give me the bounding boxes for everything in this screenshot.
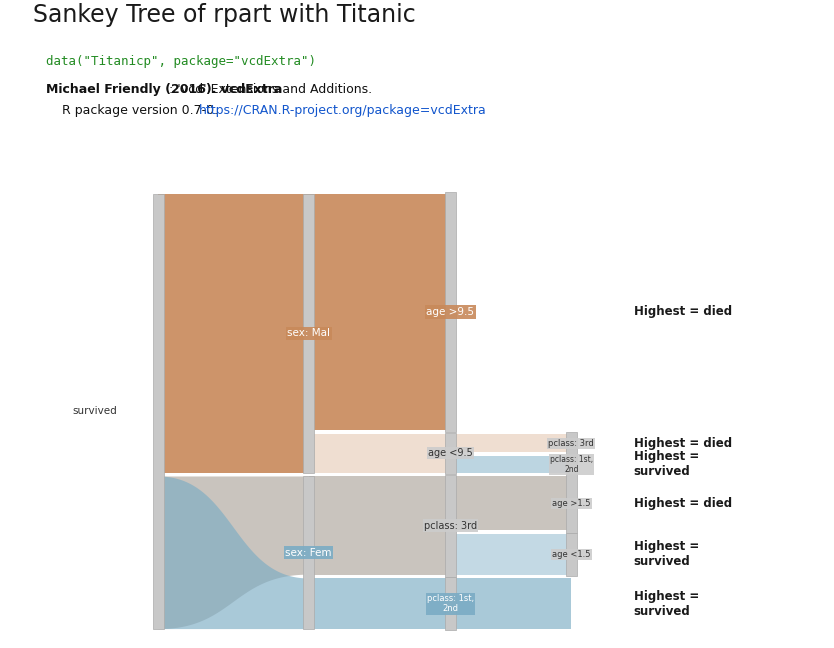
- Bar: [304, 194, 314, 472]
- Polygon shape: [450, 579, 571, 629]
- Text: Michael Friendly (2016). vcdExtra: Michael Friendly (2016). vcdExtra: [46, 83, 282, 96]
- Bar: [566, 456, 577, 474]
- Text: data("Titanicp", package="vcdExtra"): data("Titanicp", package="vcdExtra"): [46, 55, 316, 68]
- Text: pclass: 1st,
2nd: pclass: 1st, 2nd: [427, 594, 474, 614]
- Text: sex: Fem: sex: Fem: [285, 548, 332, 558]
- Bar: [304, 476, 314, 629]
- Bar: [566, 432, 577, 454]
- Text: Highest =
survived: Highest = survived: [634, 540, 699, 568]
- Polygon shape: [450, 534, 571, 575]
- Bar: [445, 474, 455, 577]
- Polygon shape: [309, 476, 450, 575]
- Text: Highest = died: Highest = died: [634, 305, 732, 318]
- Text: survived: survived: [72, 406, 117, 417]
- Polygon shape: [158, 476, 309, 629]
- Bar: [566, 533, 577, 575]
- Text: sex: Mal: sex: Mal: [287, 329, 330, 338]
- Text: Highest =
survived: Highest = survived: [634, 450, 699, 478]
- Bar: [153, 194, 163, 629]
- Text: pclass: 3rd: pclass: 3rd: [549, 439, 594, 448]
- Polygon shape: [158, 476, 309, 629]
- Polygon shape: [450, 456, 571, 472]
- Text: age >1.5: age >1.5: [552, 499, 590, 507]
- Polygon shape: [309, 579, 450, 629]
- Text: Highest =
survived: Highest = survived: [634, 590, 699, 618]
- Text: age <9.5: age <9.5: [428, 448, 473, 458]
- Bar: [445, 192, 455, 432]
- Bar: [445, 433, 455, 474]
- Text: Highest = died: Highest = died: [634, 437, 732, 450]
- Bar: [445, 577, 455, 630]
- Text: R package version 0.7-0.: R package version 0.7-0.: [46, 104, 222, 117]
- Bar: [566, 474, 577, 533]
- Polygon shape: [309, 194, 450, 430]
- Polygon shape: [450, 434, 571, 452]
- Polygon shape: [309, 434, 450, 472]
- Text: age <1.5: age <1.5: [552, 550, 590, 559]
- Text: : 'vcd' Extensions and Additions.: : 'vcd' Extensions and Additions.: [169, 83, 373, 96]
- Text: Sankey Tree of rpart with Titanic: Sankey Tree of rpart with Titanic: [33, 3, 416, 27]
- Polygon shape: [158, 194, 309, 472]
- Text: pclass: 3rd: pclass: 3rd: [424, 520, 477, 531]
- Text: Highest = died: Highest = died: [634, 497, 732, 510]
- Text: age >9.5: age >9.5: [426, 307, 475, 317]
- Text: pclass: 1st,
2nd: pclass: 1st, 2nd: [550, 455, 593, 474]
- Text: https://CRAN.R-project.org/package=vcdExtra: https://CRAN.R-project.org/package=vcdEx…: [198, 104, 486, 117]
- Polygon shape: [450, 476, 571, 530]
